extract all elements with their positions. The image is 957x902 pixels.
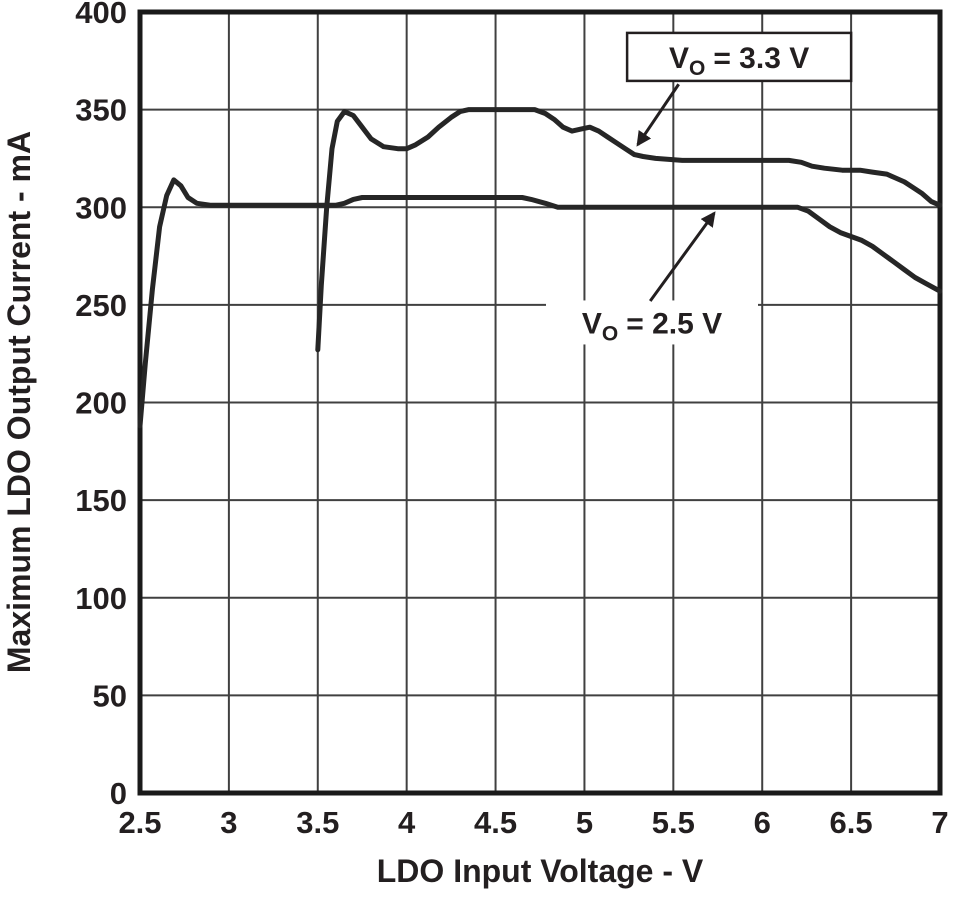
y-tick-label: 100 xyxy=(75,581,127,616)
tick-labels-layer: 2.5 3 3.5 4 4.5 5 5.5 6 6.5 7 0 50 100 150 200 250 300 35… xyxy=(75,0,948,840)
y-tick-label: 300 xyxy=(75,190,127,225)
annotation-label-vo-2v5-label: VO = 2.5 V xyxy=(582,307,722,345)
x-tick-label: 4.5 xyxy=(474,805,517,840)
series-line-vo-2v5 xyxy=(137,177,943,429)
annotation-bg xyxy=(546,300,758,345)
annotation-arrow xyxy=(649,211,716,302)
x-tick-label: 7 xyxy=(931,805,948,840)
x-axis-title: LDO Input Voltage - V xyxy=(377,853,704,889)
y-tick-label: 50 xyxy=(93,678,127,713)
y-tick-label: 200 xyxy=(75,386,127,421)
y-tick-label: 250 xyxy=(75,288,127,323)
y-tick-label: 350 xyxy=(75,93,127,128)
x-tick-label: 6 xyxy=(754,805,771,840)
grid-layer xyxy=(137,9,943,796)
y-axis-title: Maximum LDO Output Current - mA xyxy=(1,131,37,673)
annotation-box xyxy=(625,31,853,83)
y-tick-label: 0 xyxy=(110,776,127,811)
annotation-arrow xyxy=(636,83,680,147)
annotation-label-vo-3v3-label: VO = 3.3 V xyxy=(669,42,809,80)
x-tick-label: 6.5 xyxy=(830,805,873,840)
x-tick-label: 3.5 xyxy=(296,805,339,840)
x-tick-label: 5.5 xyxy=(652,805,695,840)
y-tick-label: 400 xyxy=(75,0,127,30)
y-tick-label: 150 xyxy=(75,483,127,518)
annotations-layer: VO = 3.3 V VO = 2.5 V xyxy=(546,31,853,345)
x-tick-label: 3 xyxy=(220,805,237,840)
x-tick-label: 4 xyxy=(398,805,416,840)
x-tick-label: 5 xyxy=(576,805,593,840)
x-tick-label: 2.5 xyxy=(118,805,161,840)
series-layer xyxy=(137,107,943,429)
series-line-vo-3v3 xyxy=(315,107,943,353)
